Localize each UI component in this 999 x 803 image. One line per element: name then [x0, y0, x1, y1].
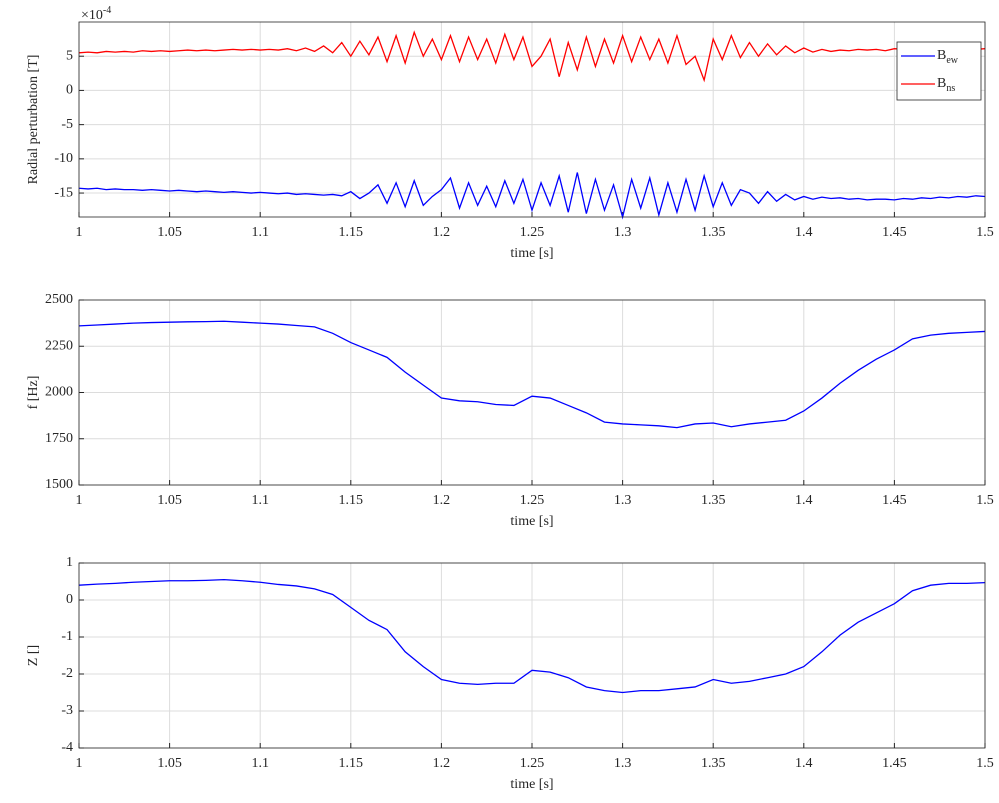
y-tick-label: 2250: [45, 338, 73, 353]
x-tick-label: 1.35: [701, 225, 726, 240]
exponent-power: -4: [103, 5, 111, 16]
x-tick-label: 1.1: [251, 493, 269, 508]
x-tick-label: 1.45: [882, 756, 907, 771]
y-tick-label: 1750: [45, 431, 73, 446]
y-exponent: ×10-4: [81, 5, 111, 23]
x-tick-label: 1.05: [157, 493, 182, 508]
x-tick-label: 1.35: [701, 756, 726, 771]
y-tick-label: -2: [61, 666, 73, 681]
data-line: [78, 172, 986, 220]
x-tick-label: 1.5: [976, 225, 994, 240]
y-axis-label: f [Hz]: [26, 376, 41, 410]
y-tick-label: 0: [66, 592, 73, 607]
x-tick-label: 1.45: [882, 493, 907, 508]
y-axis-label: Radial perturbation [T]: [26, 55, 41, 185]
y-tick-label: -4: [61, 740, 73, 755]
x-tick-label: 1.3: [614, 493, 632, 508]
axes-frame: [78, 21, 986, 218]
y-tick-label: -5: [61, 117, 73, 132]
x-axis-label: time [s]: [510, 777, 553, 792]
legend-subscript: ns: [946, 83, 955, 94]
x-tick-label: 1.3: [614, 756, 632, 771]
y-tick-label: -10: [54, 151, 73, 166]
x-tick-label: 1.05: [157, 756, 182, 771]
x-tick-label: 1.1: [251, 225, 269, 240]
x-tick-label: 1.15: [339, 493, 364, 508]
y-tick-label: -15: [54, 185, 73, 200]
y-tick-label: 1500: [45, 477, 73, 492]
x-tick-label: 1.2: [433, 756, 451, 771]
data-line: [78, 578, 986, 694]
x-tick-label: 1.45: [882, 225, 907, 240]
x-tick-label: 1.25: [520, 756, 545, 771]
exponent-base: ×10: [81, 8, 103, 23]
y-tick-label: -1: [61, 629, 73, 644]
legend-name: B: [937, 76, 946, 91]
x-tick-label: 1.4: [795, 756, 813, 771]
x-tick-label: 1.35: [701, 493, 726, 508]
y-tick-label: 2500: [45, 292, 73, 307]
x-tick-label: 1: [76, 225, 83, 240]
y-axis-label: Z []: [26, 645, 41, 666]
x-tick-label: 1.05: [157, 225, 182, 240]
x-axis-label: time [s]: [510, 246, 553, 261]
y-tick-label: 1: [66, 555, 73, 570]
x-tick-label: 1.4: [795, 225, 813, 240]
x-tick-label: 1.25: [520, 225, 545, 240]
x-tick-label: 1: [76, 756, 83, 771]
x-tick-label: 1.15: [339, 756, 364, 771]
legend-name: B: [937, 48, 946, 63]
legend-subscript: ew: [946, 55, 958, 66]
y-tick-label: -3: [61, 703, 73, 718]
x-tick-label: 1.4: [795, 493, 813, 508]
x-tick-label: 1.15: [339, 225, 364, 240]
x-tick-label: 1.3: [614, 225, 632, 240]
data-line: [78, 320, 986, 429]
x-axis-label: time [s]: [510, 514, 553, 529]
data-line: [78, 30, 986, 83]
legend-label: Bew: [937, 48, 959, 66]
x-tick-label: 1.5: [976, 493, 994, 508]
y-tick-label: 5: [66, 48, 73, 63]
x-tick-label: 1.1: [251, 756, 269, 771]
x-tick-label: 1.2: [433, 225, 451, 240]
x-tick-label: 1: [76, 493, 83, 508]
legend-box: [896, 41, 982, 101]
x-tick-label: 1.25: [520, 493, 545, 508]
x-tick-label: 1.5: [976, 756, 994, 771]
y-tick-label: 0: [66, 83, 73, 98]
y-tick-label: 2000: [45, 385, 73, 400]
axes-frame: [78, 299, 986, 486]
axes-frame: [78, 562, 986, 749]
legend-label: Bns: [937, 76, 955, 94]
x-tick-label: 1.2: [433, 493, 451, 508]
